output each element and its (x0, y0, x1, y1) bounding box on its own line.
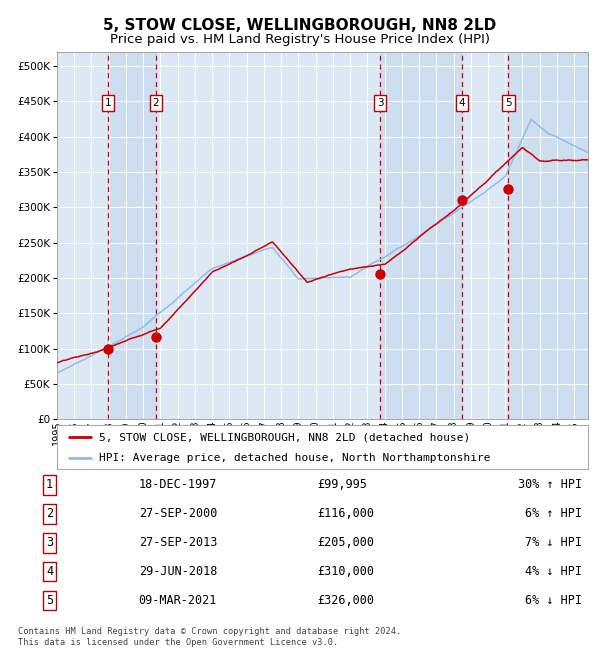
Text: £99,995: £99,995 (317, 478, 367, 491)
Text: £326,000: £326,000 (317, 594, 374, 607)
Text: 6% ↑ HPI: 6% ↑ HPI (525, 507, 582, 520)
Text: 6% ↓ HPI: 6% ↓ HPI (525, 594, 582, 607)
Bar (380, 52, 462, 419)
Text: 3: 3 (377, 98, 383, 108)
Text: 27-SEP-2000: 27-SEP-2000 (139, 507, 217, 520)
Text: 7% ↓ HPI: 7% ↓ HPI (525, 536, 582, 549)
Text: 1: 1 (105, 98, 112, 108)
Text: HPI: Average price, detached house, North Northamptonshire: HPI: Average price, detached house, Nort… (100, 453, 491, 463)
Text: 4: 4 (46, 565, 53, 578)
Text: 5, STOW CLOSE, WELLINGBOROUGH, NN8 2LD (detached house): 5, STOW CLOSE, WELLINGBOROUGH, NN8 2LD (… (100, 432, 471, 443)
Text: 18-DEC-1997: 18-DEC-1997 (139, 478, 217, 491)
Text: 5: 5 (46, 594, 53, 607)
Text: 30% ↑ HPI: 30% ↑ HPI (518, 478, 582, 491)
Text: 5: 5 (505, 98, 512, 108)
Text: £116,000: £116,000 (317, 507, 374, 520)
Text: 27-SEP-2013: 27-SEP-2013 (139, 536, 217, 549)
Text: £310,000: £310,000 (317, 565, 374, 578)
Bar (508, 52, 588, 419)
Text: 1: 1 (46, 478, 53, 491)
Text: £205,000: £205,000 (317, 536, 374, 549)
Bar (108, 52, 156, 419)
Text: 5, STOW CLOSE, WELLINGBOROUGH, NN8 2LD: 5, STOW CLOSE, WELLINGBOROUGH, NN8 2LD (103, 18, 497, 34)
Text: 2: 2 (46, 507, 53, 520)
Text: 29-JUN-2018: 29-JUN-2018 (139, 565, 217, 578)
Text: Price paid vs. HM Land Registry's House Price Index (HPI): Price paid vs. HM Land Registry's House … (110, 32, 490, 46)
Text: 3: 3 (46, 536, 53, 549)
Text: 4: 4 (458, 98, 465, 108)
Text: 2: 2 (152, 98, 159, 108)
Text: Contains HM Land Registry data © Crown copyright and database right 2024.
This d: Contains HM Land Registry data © Crown c… (18, 627, 401, 647)
Text: 09-MAR-2021: 09-MAR-2021 (139, 594, 217, 607)
Text: 4% ↓ HPI: 4% ↓ HPI (525, 565, 582, 578)
